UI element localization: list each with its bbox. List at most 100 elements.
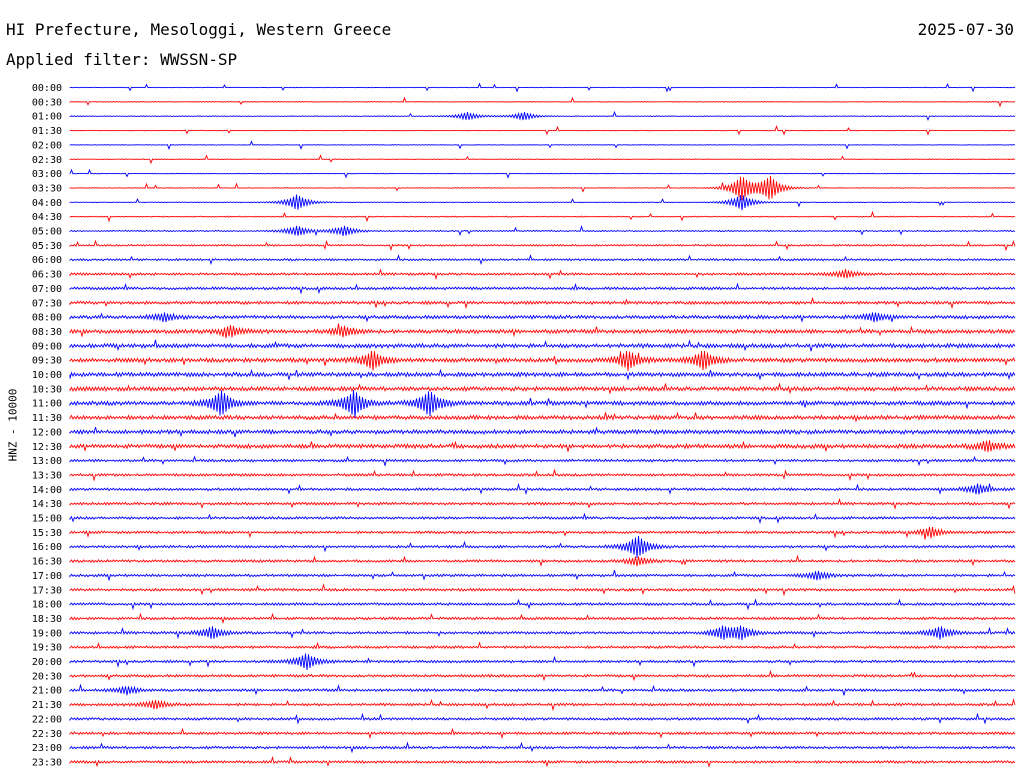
trace-line	[69, 339, 1016, 352]
row-label: 08:30	[32, 327, 62, 338]
row-label: 08:00	[32, 313, 62, 324]
trace-line	[69, 554, 1016, 568]
trace-line	[69, 224, 1016, 237]
trace-line	[69, 96, 1016, 108]
row-label: 15:00	[32, 514, 62, 525]
row-label: 21:30	[32, 700, 62, 711]
trace-line	[69, 625, 1016, 641]
row-label: 06:00	[32, 255, 62, 266]
filter-label: Applied filter: WWSSN-SP	[6, 50, 238, 69]
trace-line	[69, 535, 1016, 558]
trace-line	[69, 312, 1016, 323]
row-label: 04:30	[32, 212, 62, 223]
trace-line	[69, 482, 1016, 495]
row-label: 20:00	[32, 657, 62, 668]
row-label: 07:00	[32, 284, 62, 295]
trace-line	[69, 125, 1016, 136]
trace-line	[69, 350, 1016, 372]
row-label: 09:00	[32, 341, 62, 352]
row-label: 20:30	[32, 671, 62, 682]
row-label: 17:30	[32, 585, 62, 596]
row-label: 22:30	[32, 729, 62, 740]
row-label: 06:30	[32, 270, 62, 281]
trace-line	[69, 382, 1016, 395]
trace-line	[69, 368, 1016, 381]
row-label: 11:30	[32, 413, 62, 424]
trace-line	[69, 497, 1016, 510]
row-label: 21:00	[32, 686, 62, 697]
trace-line	[69, 411, 1016, 423]
trace-line	[69, 210, 1016, 223]
row-label: 13:30	[32, 470, 62, 481]
row-label: 18:30	[32, 614, 62, 625]
row-label: 01:00	[32, 112, 62, 123]
row-label: 16:30	[32, 557, 62, 568]
trace-line	[69, 598, 1016, 611]
row-label: 13:00	[32, 456, 62, 467]
row-label: 16:00	[32, 542, 62, 553]
row-label: 00:00	[32, 83, 62, 94]
trace-line	[69, 669, 1016, 682]
station-title: HI Prefecture, Mesologgi, Western Greece	[6, 20, 392, 39]
row-label: 22:00	[32, 714, 62, 725]
row-label: 07:30	[32, 298, 62, 309]
row-label: 12:00	[32, 427, 62, 438]
trace-line	[69, 239, 1016, 252]
trace-line	[69, 323, 1016, 339]
trace-line	[69, 727, 1016, 739]
trace-line	[69, 268, 1016, 281]
trace-line	[69, 154, 1016, 165]
traces	[69, 82, 1016, 768]
row-label: 19:00	[32, 628, 62, 639]
date-label: 2025-07-30	[917, 20, 1014, 39]
trace-line	[69, 175, 1016, 201]
row-label: 15:30	[32, 528, 62, 539]
row-label: 14:30	[32, 499, 62, 510]
row-label: 14:00	[32, 485, 62, 496]
trace-line	[69, 712, 1016, 725]
trace-line	[69, 583, 1016, 597]
trace-line	[69, 755, 1016, 768]
row-labels: 00:00 00:30 01:00 01:30 02:00 02:30 03:00 03:30…	[32, 83, 62, 768]
row-label: 02:00	[32, 140, 62, 151]
row-label: 17:00	[32, 571, 62, 582]
row-label: 00:30	[32, 97, 62, 108]
trace-line	[69, 140, 1016, 151]
row-label: 01:30	[32, 126, 62, 137]
trace-line	[69, 110, 1016, 122]
trace-line	[69, 455, 1016, 467]
trace-line	[69, 296, 1016, 310]
row-label: 10:00	[32, 370, 62, 381]
row-label: 23:00	[32, 743, 62, 754]
trace-line	[69, 612, 1016, 624]
trace-line	[69, 641, 1016, 650]
trace-line	[69, 82, 1016, 93]
trace-line	[69, 468, 1016, 482]
row-label: 04:00	[32, 198, 62, 209]
row-label: 05:00	[32, 227, 62, 238]
trace-line	[69, 282, 1016, 295]
trace-line	[69, 426, 1016, 438]
row-label: 02:30	[32, 155, 62, 166]
trace-line	[69, 741, 1016, 754]
trace-line	[69, 512, 1016, 525]
trace-line	[69, 570, 1016, 582]
trace-line	[69, 168, 1016, 179]
row-label: 12:30	[32, 442, 62, 453]
row-label: 05:30	[32, 241, 62, 252]
trace-line	[69, 683, 1016, 696]
trace-line	[69, 254, 1016, 266]
row-label: 03:00	[32, 169, 62, 180]
trace-line	[69, 653, 1016, 671]
row-label: 03:30	[32, 183, 62, 194]
trace-line	[69, 194, 1016, 211]
trace-line	[69, 440, 1016, 452]
trace-line	[69, 390, 1016, 419]
row-label: 10:30	[32, 384, 62, 395]
trace-line	[69, 526, 1016, 540]
row-label: 23:30	[32, 757, 62, 768]
trace-line	[69, 698, 1016, 712]
row-label: 11:00	[32, 399, 62, 410]
row-label: 09:30	[32, 356, 62, 367]
